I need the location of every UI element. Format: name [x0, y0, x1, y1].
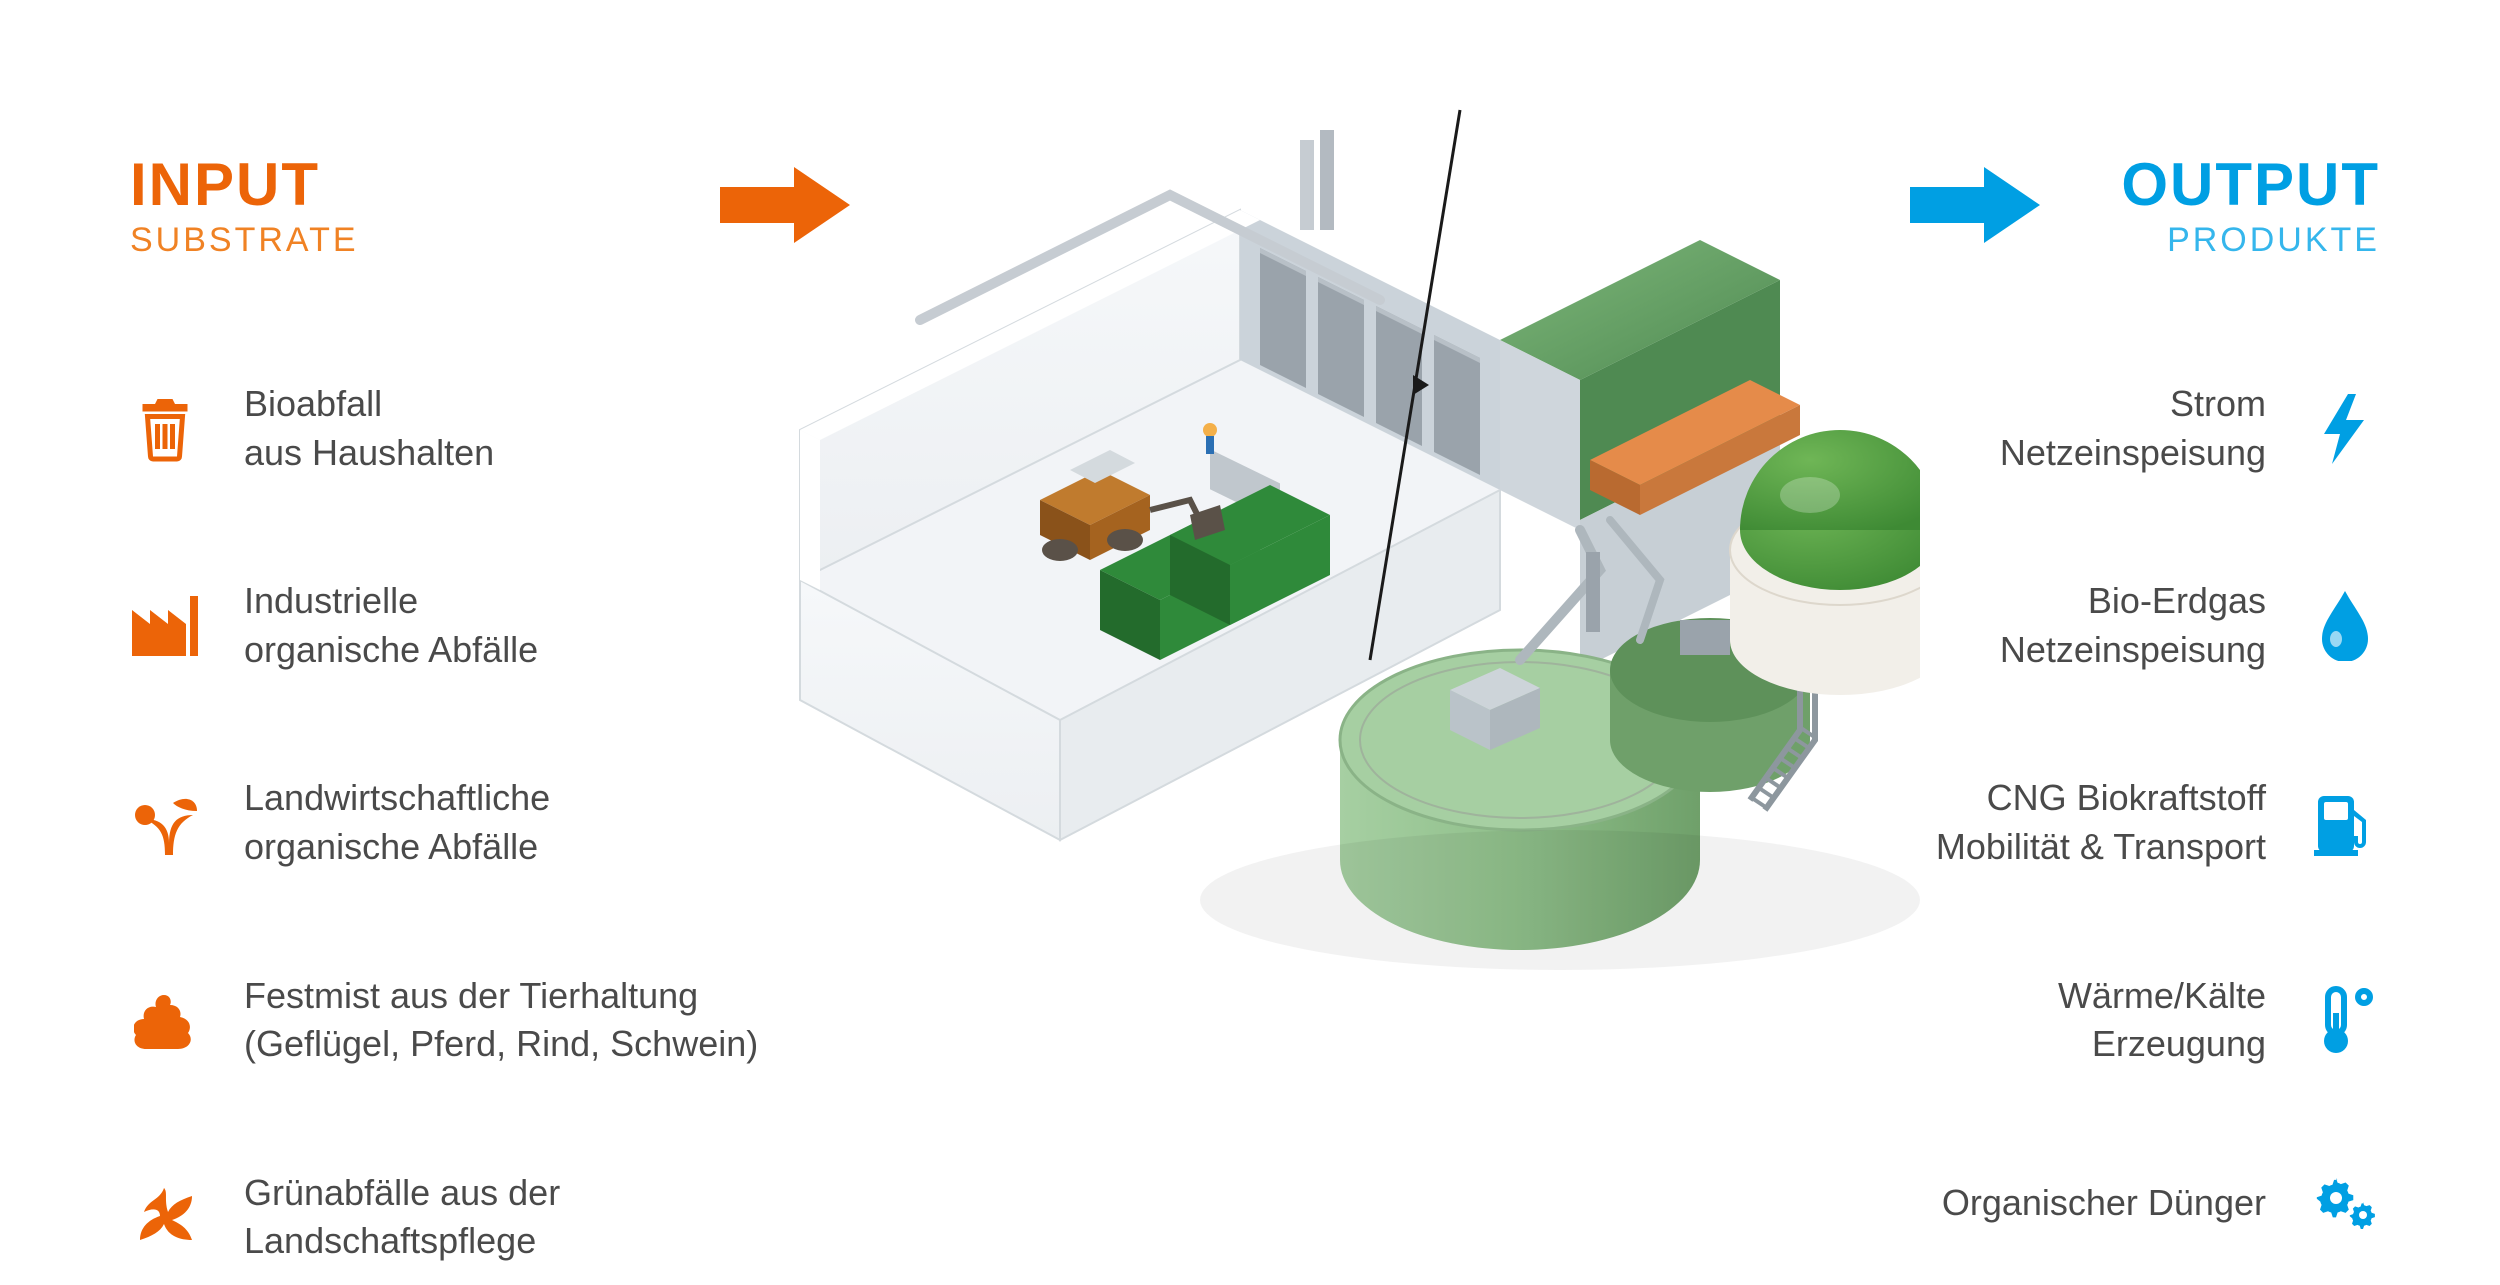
input-item-label: Bioabfallaus Haushalten [244, 380, 494, 477]
output-item: Organischer Dünger [1820, 1169, 2380, 1239]
input-item: Grünabfälle aus der Landschaftspflege [130, 1169, 790, 1266]
thermometer-icon [2310, 985, 2380, 1055]
drop-icon [2310, 591, 2380, 661]
gears-icon [2310, 1169, 2380, 1239]
output-item-label: StromNetzeinspeisung [2000, 380, 2266, 477]
input-item: Festmist aus der Tierhaltung(Geflügel, P… [130, 972, 790, 1069]
trash-icon [130, 394, 200, 464]
input-panel: INPUT SUBSTRATE Bioabfallaus Haushalten I… [130, 150, 790, 1266]
input-item: Industrielleorganische Abfälle [130, 577, 790, 674]
input-header: INPUT SUBSTRATE [130, 150, 790, 260]
leaf-icon [130, 1182, 200, 1252]
plant-illustration [740, 100, 1920, 1080]
input-item-label: Grünabfälle aus der Landschaftspflege [244, 1169, 790, 1266]
sprout-icon [130, 788, 200, 858]
fuel-icon [2310, 788, 2380, 858]
manure-icon [130, 985, 200, 1055]
input-item-label: Industrielleorganische Abfälle [244, 577, 538, 674]
output-item-label: CNG BiokraftstoffMobilität & Transport [1936, 774, 2266, 871]
output-item-label: Organischer Dünger [1942, 1179, 2266, 1228]
bolt-icon [2310, 394, 2380, 464]
factory-icon [130, 591, 200, 661]
output-item-label: Bio-ErdgasNetzeinspeisung [2000, 577, 2266, 674]
input-item-label: Landwirtschaftlicheorganische Abfälle [244, 774, 550, 871]
input-item: Bioabfallaus Haushalten [130, 380, 790, 477]
input-item-label: Festmist aus der Tierhaltung(Geflügel, P… [244, 972, 758, 1069]
input-subtitle: SUBSTRATE [130, 221, 790, 260]
input-list: Bioabfallaus Haushalten Industrielleorgan… [130, 380, 790, 1266]
output-arrow [1910, 165, 2040, 245]
input-title: INPUT [130, 150, 790, 219]
output-item-label: Wärme/KälteErzeugung [2058, 972, 2266, 1069]
input-item: Landwirtschaftlicheorganische Abfälle [130, 774, 790, 871]
